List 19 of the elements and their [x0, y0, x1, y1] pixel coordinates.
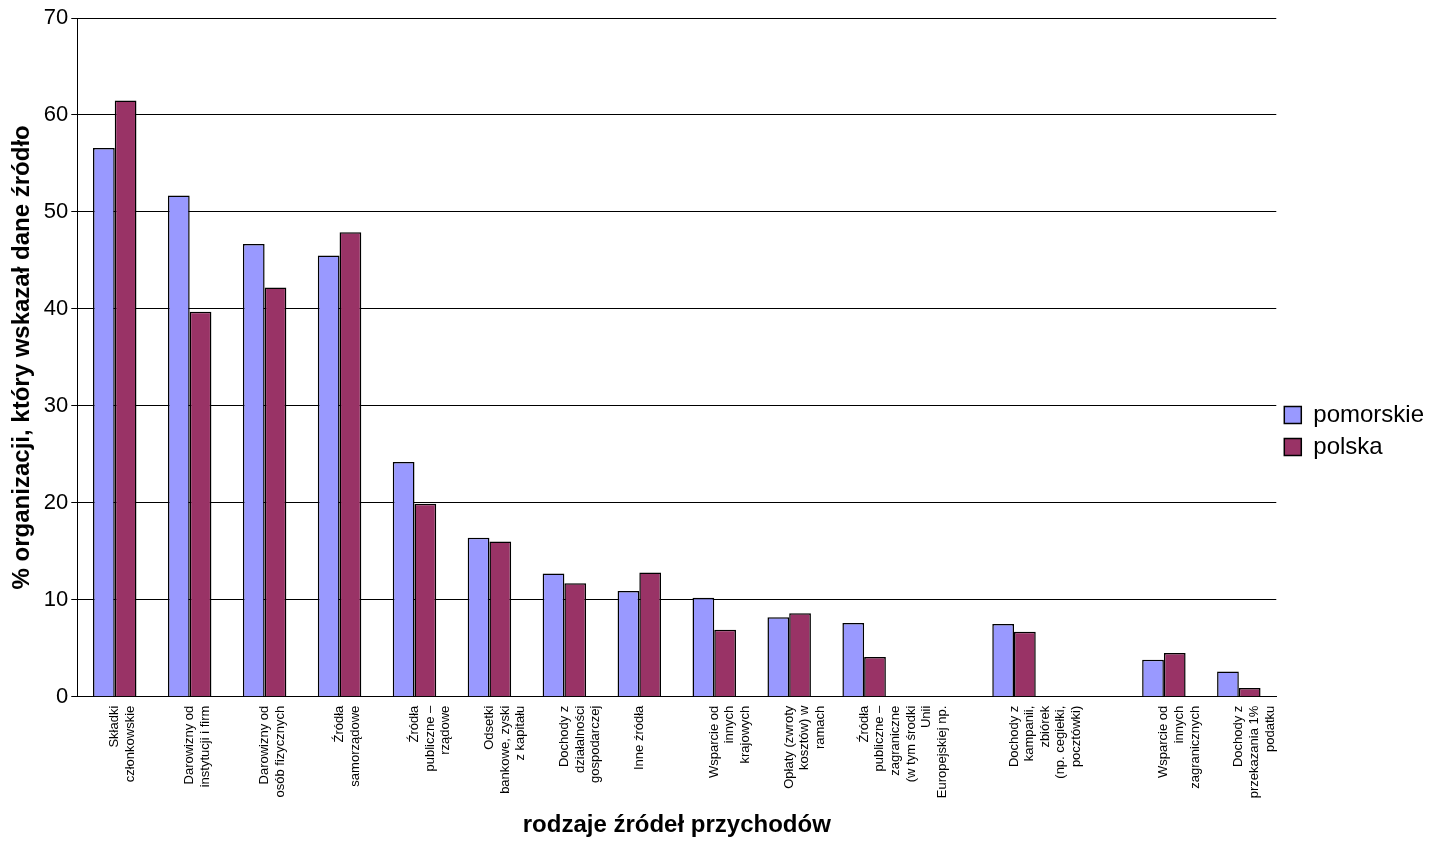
- y-tick-label: 30: [43, 391, 69, 417]
- x-axis-title: rodzaje źródeł przychodów: [522, 810, 832, 838]
- y-tick-label: 70: [43, 4, 69, 30]
- x-tick-label: Dochody z kampanii, zbiórek (np. cegiełki, pocztówki): [1005, 705, 1083, 779]
- x-tick-label: Inne źródła: [630, 704, 646, 771]
- y-tick-label: 50: [43, 197, 69, 223]
- x-tick-label: Składki członkowskie: [106, 705, 137, 783]
- x-tick-label: Wsparcie od innych zagranicznych: [1155, 705, 1202, 789]
- x-tick-label: Źródła publiczne – zagraniczne (w tym środki Unii Europejskiej np.: [855, 704, 949, 799]
- y-tick-label: 60: [43, 101, 69, 127]
- y-tick-label: 20: [43, 488, 69, 514]
- legend-label: pomorskie: [1313, 399, 1425, 427]
- y-tick-label: 0: [56, 682, 69, 708]
- y-tick-label: 10: [43, 585, 69, 611]
- legend-label: polska: [1313, 431, 1384, 459]
- y-axis-title: % organizacji, który wskazał dane źródło: [7, 125, 35, 590]
- x-tick-label: Wsparcie od innych krajowych: [705, 705, 753, 778]
- y-tick-label: 40: [43, 294, 69, 320]
- x-tick-label: Źródła publiczne – rządowe: [406, 704, 453, 772]
